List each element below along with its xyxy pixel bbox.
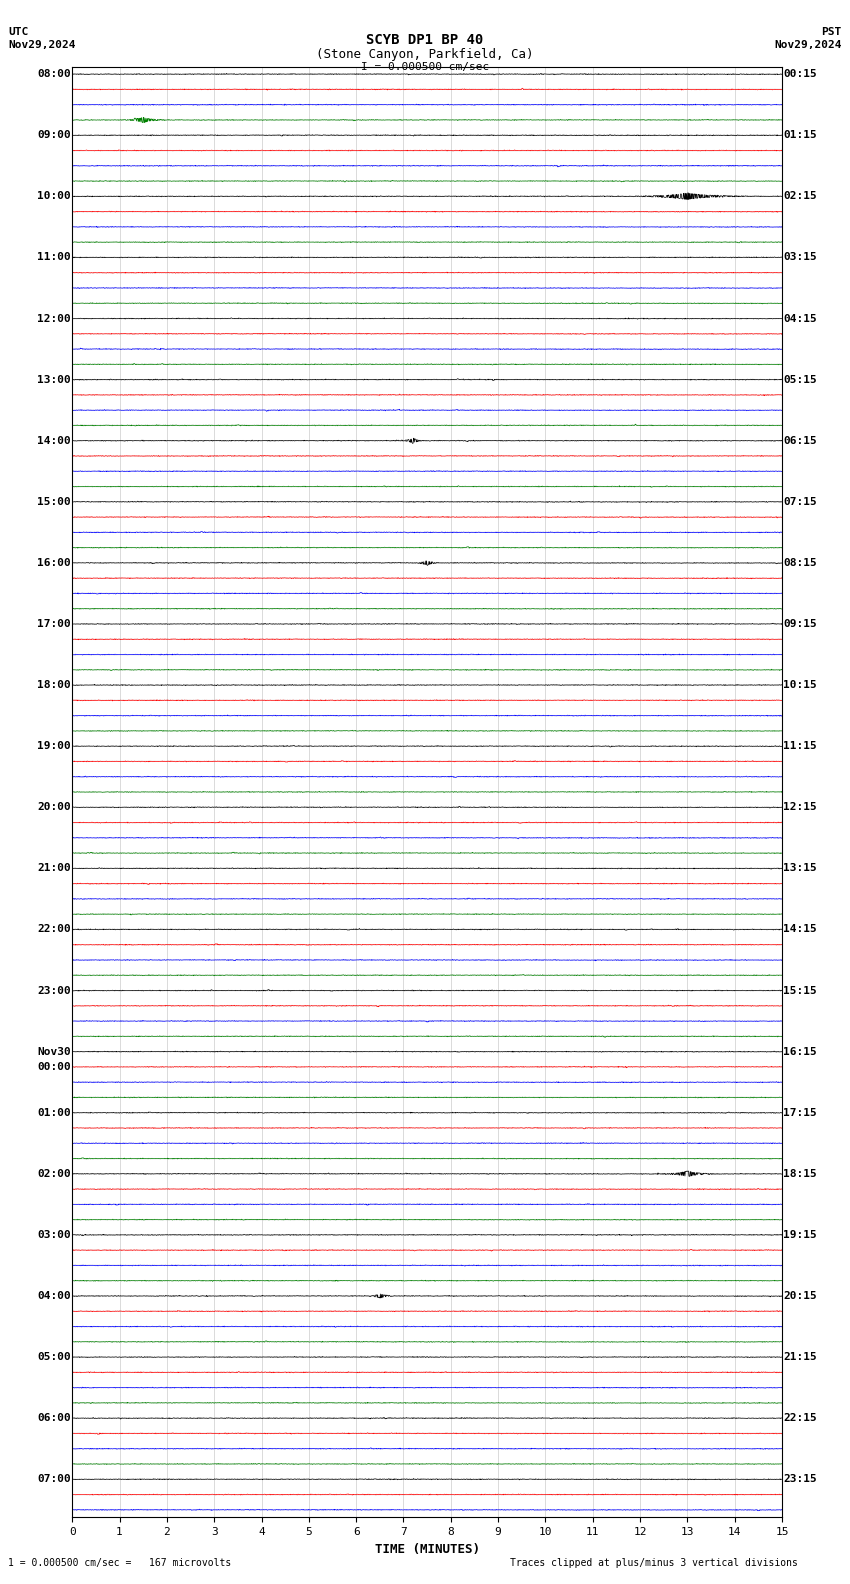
Text: 20:15: 20:15 (784, 1291, 817, 1300)
Text: 15:15: 15:15 (784, 985, 817, 996)
Text: 11:15: 11:15 (784, 741, 817, 751)
Text: 11:00: 11:00 (37, 252, 71, 263)
Text: 08:00: 08:00 (37, 70, 71, 79)
Text: 01:00: 01:00 (37, 1107, 71, 1118)
Text: 09:00: 09:00 (37, 130, 71, 141)
Text: 19:00: 19:00 (37, 741, 71, 751)
Text: 23:00: 23:00 (37, 985, 71, 996)
Text: 13:00: 13:00 (37, 375, 71, 385)
Text: 14:15: 14:15 (784, 925, 817, 935)
Text: (Stone Canyon, Parkfield, Ca): (Stone Canyon, Parkfield, Ca) (316, 48, 534, 60)
Text: 22:00: 22:00 (37, 925, 71, 935)
Text: 15:00: 15:00 (37, 497, 71, 507)
Text: Nov29,2024: Nov29,2024 (8, 40, 76, 49)
Text: 03:00: 03:00 (37, 1229, 71, 1240)
Text: 10:00: 10:00 (37, 192, 71, 201)
Text: 01:15: 01:15 (784, 130, 817, 141)
Text: 05:00: 05:00 (37, 1353, 71, 1362)
Text: 05:15: 05:15 (784, 375, 817, 385)
Text: 1 = 0.000500 cm/sec =   167 microvolts: 1 = 0.000500 cm/sec = 167 microvolts (8, 1559, 232, 1568)
Text: 08:15: 08:15 (784, 558, 817, 569)
Text: 14:00: 14:00 (37, 436, 71, 445)
Text: Nov30: Nov30 (37, 1047, 71, 1057)
Text: I = 0.000500 cm/sec: I = 0.000500 cm/sec (361, 62, 489, 71)
Text: 16:15: 16:15 (784, 1047, 817, 1057)
Text: 21:00: 21:00 (37, 863, 71, 873)
Text: 00:00: 00:00 (37, 1061, 71, 1072)
Text: 19:15: 19:15 (784, 1229, 817, 1240)
Text: SCYB DP1 BP 40: SCYB DP1 BP 40 (366, 33, 484, 48)
Text: 12:00: 12:00 (37, 314, 71, 323)
Text: Nov29,2024: Nov29,2024 (774, 40, 842, 49)
Text: 02:15: 02:15 (784, 192, 817, 201)
Text: UTC: UTC (8, 27, 29, 36)
Text: 02:00: 02:00 (37, 1169, 71, 1178)
Text: 04:15: 04:15 (784, 314, 817, 323)
Text: Traces clipped at plus/minus 3 vertical divisions: Traces clipped at plus/minus 3 vertical … (510, 1559, 798, 1568)
Text: 00:15: 00:15 (784, 70, 817, 79)
Text: 17:00: 17:00 (37, 619, 71, 629)
Text: 20:00: 20:00 (37, 802, 71, 813)
Text: 12:15: 12:15 (784, 802, 817, 813)
Text: 06:00: 06:00 (37, 1413, 71, 1422)
Text: 17:15: 17:15 (784, 1107, 817, 1118)
Text: 10:15: 10:15 (784, 680, 817, 691)
Text: 07:15: 07:15 (784, 497, 817, 507)
Text: 07:00: 07:00 (37, 1475, 71, 1484)
X-axis label: TIME (MINUTES): TIME (MINUTES) (375, 1543, 479, 1555)
Text: 04:00: 04:00 (37, 1291, 71, 1300)
Text: 06:15: 06:15 (784, 436, 817, 445)
Text: 03:15: 03:15 (784, 252, 817, 263)
Text: 18:00: 18:00 (37, 680, 71, 691)
Text: 22:15: 22:15 (784, 1413, 817, 1422)
Text: 18:15: 18:15 (784, 1169, 817, 1178)
Text: PST: PST (821, 27, 842, 36)
Text: 09:15: 09:15 (784, 619, 817, 629)
Text: 23:15: 23:15 (784, 1475, 817, 1484)
Text: 16:00: 16:00 (37, 558, 71, 569)
Text: 21:15: 21:15 (784, 1353, 817, 1362)
Text: 13:15: 13:15 (784, 863, 817, 873)
